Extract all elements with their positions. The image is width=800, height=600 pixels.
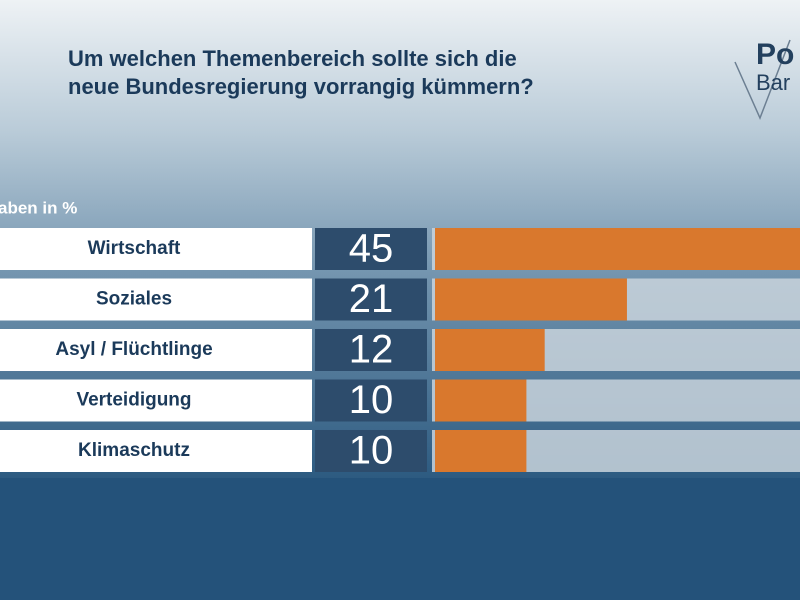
subtitle: aben in %: [0, 198, 77, 217]
category-label: Soziales: [96, 289, 172, 310]
number-box: [315, 379, 427, 422]
value-label: 10: [349, 378, 394, 422]
number-box: [315, 430, 427, 472]
value-label: 10: [349, 429, 394, 473]
category-label: Klimaschutz: [78, 440, 190, 461]
chart-title: Um welchen Themenbereich sollte sich die: [68, 46, 517, 71]
value-label: 45: [349, 227, 394, 271]
logo-text: Bar: [756, 70, 790, 95]
bar: [435, 278, 627, 321]
bar: [435, 329, 545, 371]
category-label: Verteidigung: [76, 390, 191, 411]
logo-text: Po: [756, 38, 794, 71]
label-box: [0, 228, 312, 270]
number-box: [315, 228, 427, 270]
label-box: [0, 430, 312, 472]
number-box: [315, 329, 427, 371]
label-box: [0, 278, 312, 321]
label-box: [0, 379, 312, 422]
number-box: [315, 278, 427, 321]
value-label: 21: [349, 277, 394, 321]
bar: [435, 430, 527, 472]
bar: [435, 379, 527, 422]
logo: Po Bar: [734, 38, 794, 120]
chart-title: neue Bundesregierung vorrangig kümmern?: [68, 74, 534, 99]
category-label: Asyl / Flüchtlinge: [55, 339, 212, 360]
category-label: Wirtschaft: [88, 238, 181, 259]
footer-band: [0, 478, 800, 600]
value-label: 12: [349, 328, 394, 372]
logo-check: [734, 39, 791, 120]
label-box: [0, 329, 312, 371]
bar: [435, 228, 800, 270]
